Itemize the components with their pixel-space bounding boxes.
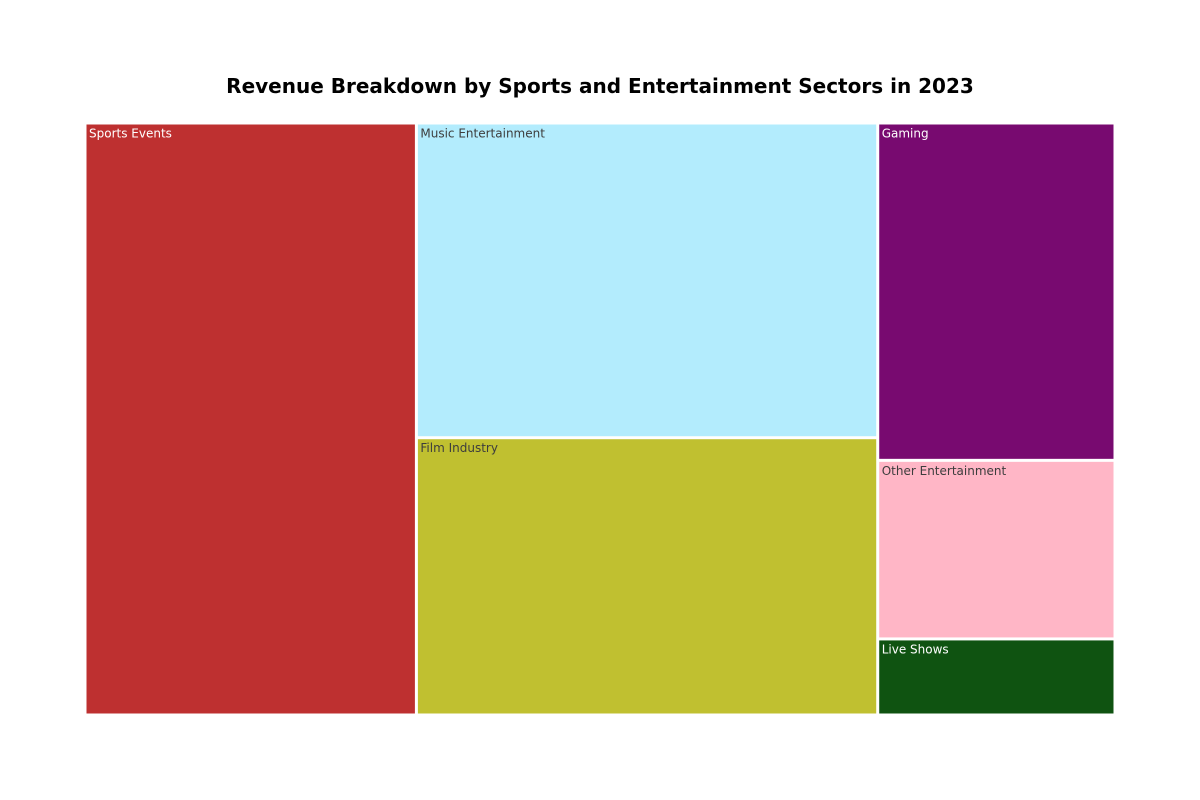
treemap-label-gaming: Gaming [882,127,929,141]
treemap-tile-other-entertainment: Other Entertainment [879,461,1114,638]
treemap-label-live-shows: Live Shows [882,642,949,656]
treemap-label-music-entertainment: Music Entertainment [420,127,545,141]
chart-title: Revenue Breakdown by Sports and Entertai… [226,74,974,98]
treemap-rect-live-shows [879,640,1114,714]
treemap-rect-gaming [879,124,1114,459]
treemap-rect-music-entertainment [417,124,877,437]
treemap-rect-other-entertainment [879,461,1114,638]
treemap-label-other-entertainment: Other Entertainment [882,464,1007,478]
treemap-tile-music-entertainment: Music Entertainment [417,124,877,437]
treemap-label-film-industry: Film Industry [420,441,498,455]
treemap-tile-film-industry: Film Industry [417,439,877,714]
treemap-rect-film-industry [417,439,877,714]
treemap-label-sports-events: Sports Events [89,127,172,141]
treemap-tile-live-shows: Live Shows [879,640,1114,714]
treemap-rect-sports-events [86,124,415,714]
treemap-tile-sports-events: Sports Events [86,124,415,714]
treemap-tile-gaming: Gaming [879,124,1114,459]
